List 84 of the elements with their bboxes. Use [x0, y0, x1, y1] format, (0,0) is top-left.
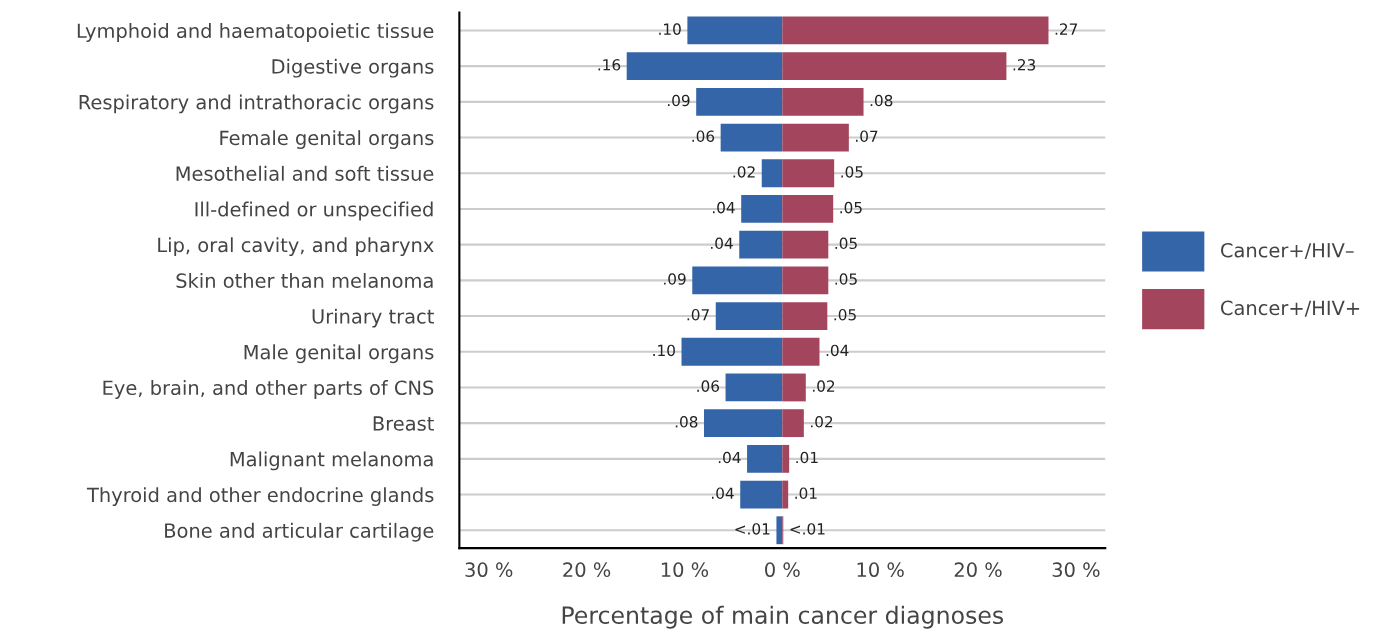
bar [782, 409, 804, 438]
bar [720, 123, 783, 152]
y-tick-label: Breast [373, 416, 434, 431]
y-tick-label: Lip, oral cavity, and pharynx [158, 237, 434, 257]
annotation: .09 [667, 94, 690, 107]
annotation: .08 [675, 416, 698, 428]
bar [782, 52, 1007, 81]
bar [782, 337, 820, 366]
y-tick-label: Eye, brain, and other parts of CNS [103, 380, 434, 399]
bar [626, 52, 783, 81]
annotation: .05 [834, 308, 856, 321]
y-tick-label: Mesothelial and soft tissue [176, 165, 434, 181]
annotation: .05 [840, 201, 862, 214]
bar [740, 480, 783, 509]
annotation: .02 [733, 166, 755, 178]
y-tick-label: Female genital organs [220, 130, 434, 149]
annotation: .10 [653, 344, 675, 357]
bar [715, 302, 783, 330]
bar [782, 444, 790, 473]
annotation: .06 [692, 130, 715, 142]
annotation: .04 [826, 344, 849, 357]
x-tick-label: 10 % [857, 562, 904, 578]
x-axis-title: Percentage of main cancer diagnoses [562, 605, 1004, 629]
bar [681, 337, 783, 366]
bar [782, 16, 1049, 45]
bar [782, 230, 829, 259]
x-tick-label: 10 % [661, 562, 709, 578]
y-tick-label: Malignant melanoma [230, 451, 433, 471]
bar [696, 87, 783, 116]
y-tick-label: Digestive organs [272, 58, 434, 78]
y-tick-label: Respiratory and intrathoracic organs [79, 94, 434, 114]
annotation: .16 [598, 59, 621, 71]
legend-label: Cancer+/HIV+ [1220, 300, 1360, 317]
annotation: .01 [796, 451, 818, 464]
annotation: <.01 [735, 523, 770, 535]
bar [782, 480, 789, 509]
y-tick-label: Ill-defined or unspecified [195, 201, 433, 221]
annotation: .04 [712, 201, 735, 214]
x-tick-label: 20 % [954, 562, 1002, 578]
x-tick-label: 30 % [1052, 562, 1100, 578]
x-tick-label: 30 % [465, 562, 513, 578]
annotation: .04 [711, 237, 733, 250]
y-tick-label: Thyroid and other endocrine glands [86, 487, 434, 506]
annotation: <.01 [790, 523, 825, 535]
bar [704, 409, 783, 438]
y-tick-label: Male genital organs [244, 344, 434, 364]
annotation: .05 [841, 166, 863, 178]
annotation: .08 [870, 94, 893, 107]
bar [782, 159, 835, 188]
bar [776, 516, 783, 545]
x-tick-label: 20 % [563, 562, 611, 578]
bar [725, 373, 783, 402]
annotation: .04 [718, 451, 741, 464]
bar [782, 195, 834, 223]
annotation: .06 [697, 380, 720, 392]
bar [739, 230, 783, 259]
annotation: .07 [856, 130, 878, 142]
bar [782, 123, 849, 152]
y-tick-label: Lymphoid and haematopoietic tissue [77, 23, 434, 42]
bar [782, 266, 829, 295]
bar [692, 266, 783, 295]
annotation: .01 [795, 487, 817, 499]
annotation: .02 [812, 380, 835, 392]
bar [782, 87, 864, 116]
x-tick-label: 0 % [765, 562, 800, 578]
annotation: .23 [1013, 59, 1036, 71]
annotation: .02 [811, 416, 833, 428]
bar [747, 444, 783, 473]
bar [782, 373, 806, 402]
annotation: .09 [664, 273, 686, 285]
annotation: .05 [835, 273, 857, 285]
y-tick-label: Skin other than melanoma [176, 272, 433, 289]
annotation: .07 [687, 308, 709, 321]
annotation: .10 [659, 23, 681, 35]
bar [761, 159, 783, 188]
y-tick-label: Bone and articular cartilage [165, 522, 434, 542]
annotation: .27 [1055, 23, 1078, 35]
y-tick-label: Urinary tract [312, 308, 434, 328]
bar [741, 195, 783, 223]
legend-label: Cancer+/HIV– [1220, 242, 1354, 260]
annotation: .05 [835, 237, 857, 250]
bar [782, 302, 828, 330]
annotation: .04 [712, 487, 734, 499]
bar [687, 16, 783, 45]
